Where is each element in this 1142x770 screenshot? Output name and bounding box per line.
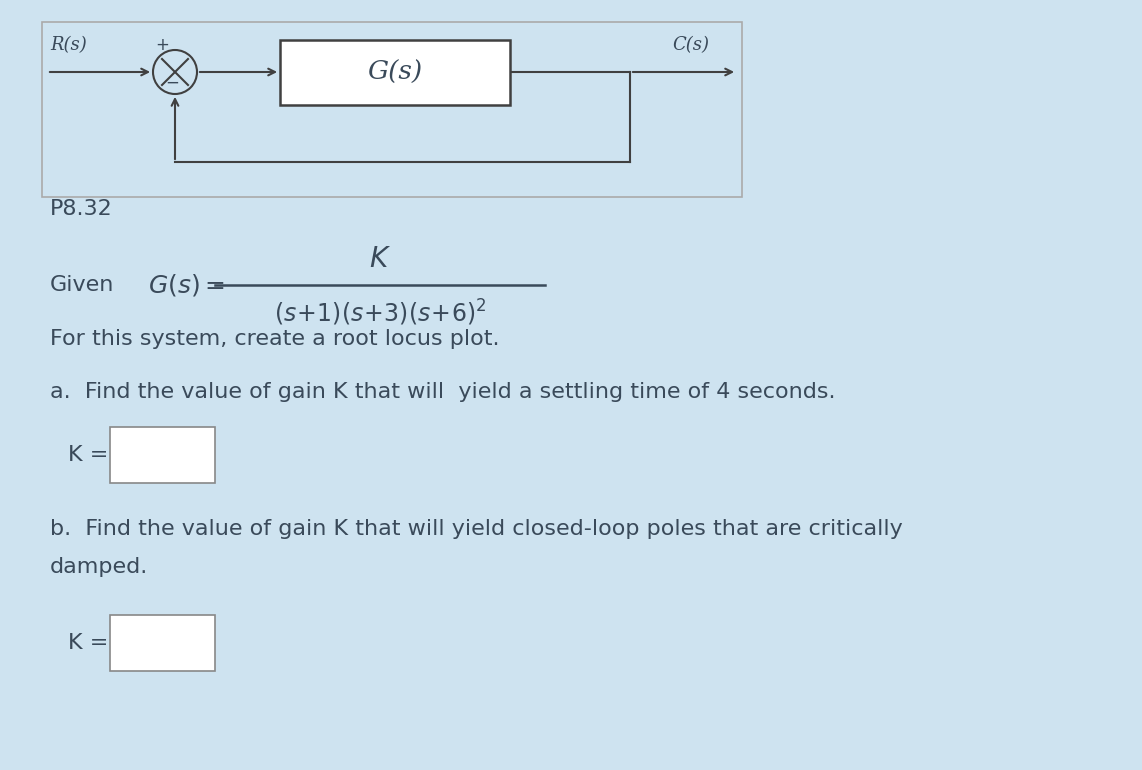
Text: b.  Find the value of gain K that will yield closed-loop poles that are critical: b. Find the value of gain K that will yi…	[50, 519, 902, 539]
Text: K =: K =	[69, 633, 108, 653]
Bar	[110, 427, 215, 483]
Text: P8.32: P8.32	[50, 199, 113, 219]
Text: +: +	[155, 36, 169, 54]
Text: a.  Find the value of gain K that will  yield a settling time of 4 seconds.: a. Find the value of gain K that will yi…	[50, 382, 836, 402]
Text: For this system, create a root locus plot.: For this system, create a root locus plo…	[50, 329, 499, 349]
Bar	[280, 40, 510, 105]
Text: G(s): G(s)	[368, 60, 423, 85]
Text: K =: K =	[69, 445, 108, 465]
Text: −: −	[164, 74, 179, 92]
Text: $(s\!+\!1)(s\!+\!3)(s\!+\!6)^2$: $(s\!+\!1)(s\!+\!3)(s\!+\!6)^2$	[274, 298, 486, 328]
Text: Given: Given	[50, 275, 114, 295]
Text: C(s): C(s)	[671, 36, 709, 54]
Text: $\mathit{G(s)}=$: $\mathit{G(s)}=$	[148, 272, 225, 298]
Text: R(s): R(s)	[50, 36, 87, 54]
Bar	[110, 615, 215, 671]
Text: $\mathit{K}$: $\mathit{K}$	[369, 245, 391, 273]
Text: damped.: damped.	[50, 557, 148, 577]
Bar	[42, 22, 742, 197]
Circle shape	[153, 50, 198, 94]
